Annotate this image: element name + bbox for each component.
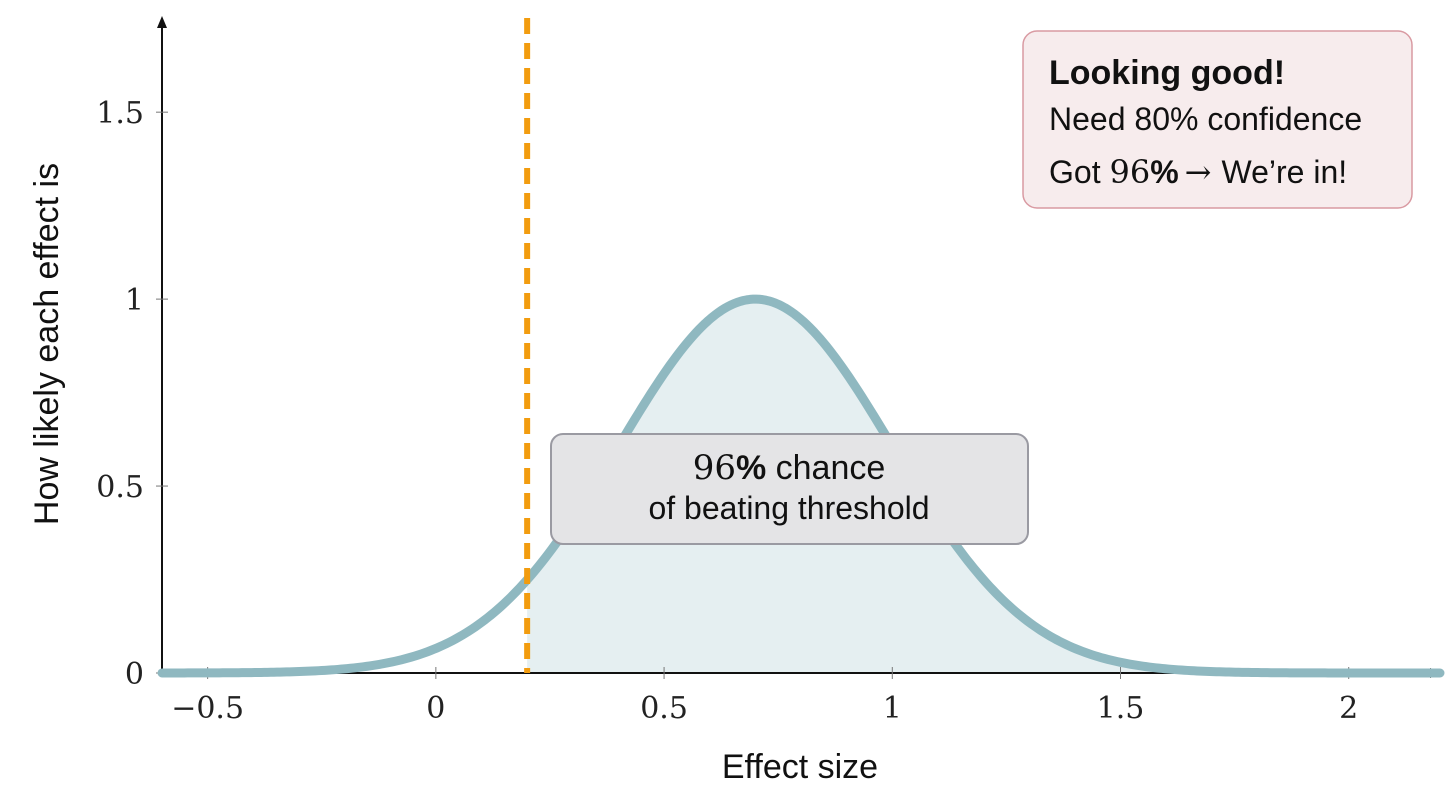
center-annotation-box	[550, 433, 1029, 545]
x-tick-label: −0.5	[171, 691, 244, 726]
corner-annotation-box	[1022, 30, 1413, 209]
x-tick-label: 0.5	[640, 691, 688, 726]
center-annotation-line1: 96% chance	[693, 448, 886, 488]
corner-annotation-percent-sign: %	[1150, 154, 1178, 190]
density-curve	[157, 294, 1445, 678]
corner-annotation-got: Got	[1049, 154, 1109, 190]
corner-annotation-suffix: We’re in!	[1221, 154, 1347, 190]
y-tick-label: 1.5	[96, 96, 144, 131]
center-annotation: 96% chance of beating threshold	[550, 433, 1029, 545]
y-tick-label: 1	[125, 283, 144, 318]
y-tick-label: 0.5	[96, 470, 144, 505]
x-tick-label: 1.5	[1097, 691, 1145, 726]
center-annotation-percent-sign: %	[736, 449, 766, 487]
x-tick-label: 0	[426, 691, 445, 726]
center-annotation-line2: of beating threshold	[648, 490, 929, 526]
corner-annotation-title: Looking good!	[1049, 54, 1285, 92]
shaded-area	[527, 299, 1440, 673]
y-axis-title: How likely each effect is	[28, 163, 66, 525]
corner-annotation-line1: Need 80% confidence	[1049, 101, 1362, 137]
corner-annotation: Looking good! Need 80% confidence Got 96…	[1022, 30, 1413, 209]
x-tick-label: 1	[883, 691, 902, 726]
corner-annotation-number: 96	[1109, 153, 1150, 191]
corner-annotation-arrow-icon: →	[1185, 153, 1212, 191]
y-axis-arrow-icon	[157, 16, 167, 28]
center-annotation-chance: chance	[766, 449, 885, 487]
y-tick-label: 0	[125, 657, 144, 692]
x-axis-title: Effect size	[722, 748, 878, 786]
y-ticks: 0 0.5 1 1.5	[96, 96, 168, 692]
corner-annotation-line2: Got 96% → We’re in!	[1049, 153, 1347, 191]
x-tick-label: 2	[1339, 691, 1358, 726]
center-annotation-percent: 96	[693, 448, 736, 488]
x-ticks: −0.5 0 0.5 1 1.5 2	[171, 667, 1358, 726]
